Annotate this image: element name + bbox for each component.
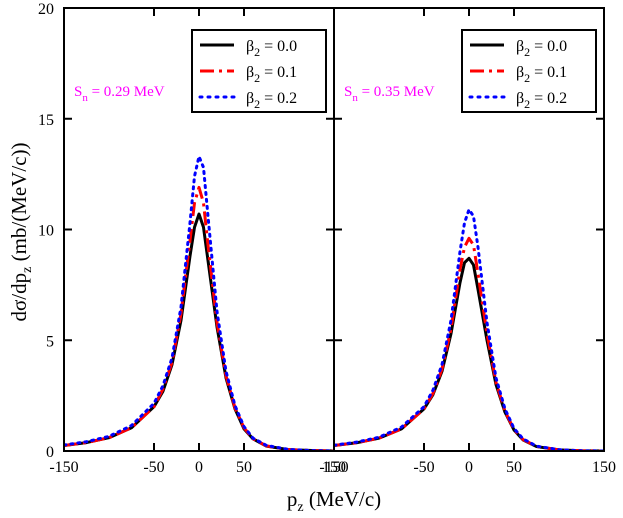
legend: β2 = 0.0 β2 = 0.1 β2 = 0.2 [191, 29, 327, 113]
series-line-2-3 [334, 208, 604, 451]
x-tick-label: 150 [592, 459, 616, 476]
panels: β2 = 0.0β2 = 0.1β2 = 0.2Sn = 0.29 MeVβ2 … [63, 7, 605, 452]
y-axis-title: dσ/dpz (mb/(MeV/c)) [7, 142, 35, 321]
y-tick-label: 10 [38, 223, 54, 240]
y-tick-label: 15 [38, 112, 54, 129]
legend: β2 = 0.0 β2 = 0.1 β2 = 0.2 [461, 29, 597, 113]
x-tick-label: 0 [195, 459, 203, 476]
x-tick-label: 0 [465, 459, 473, 476]
panel-2: β2 = 0.0 β2 = 0.1 β2 = 0.2 Sn = 0.35 MeV [333, 7, 605, 452]
x-tick-label: -50 [143, 459, 164, 476]
series-line-2-2 [334, 236, 604, 451]
x-tick-label: 150 [322, 459, 346, 476]
separation-energy-label: Sn = 0.29 MeV [74, 84, 165, 104]
y-tick-label: 0 [46, 444, 54, 461]
x-tick-label: 50 [236, 459, 252, 476]
series-line-2-1 [334, 256, 604, 451]
series-line-1-1 [64, 212, 334, 451]
x-tick-label: -150 [319, 459, 348, 476]
x-axis-title: pz (MeV/c) [287, 487, 381, 515]
legend-label: β2 = 0.1 [246, 64, 297, 85]
legend-label: β2 = 0.2 [246, 90, 297, 111]
separation-energy-label: Sn = 0.35 MeV [344, 84, 435, 104]
x-tick-label: -150 [49, 459, 78, 476]
legend-label: β2 = 0.1 [516, 64, 567, 85]
x-tick-label: 50 [506, 459, 522, 476]
legend-label: β2 = 0.0 [246, 38, 297, 59]
legend-label: β2 = 0.2 [516, 90, 567, 111]
series-line-1-3 [64, 154, 334, 451]
legend-label: β2 = 0.0 [516, 38, 567, 59]
panel-1: β2 = 0.0 β2 = 0.1 β2 = 0.2 Sn = 0.29 MeV [63, 7, 335, 452]
y-tick-label: 5 [46, 333, 54, 350]
x-tick-label: -50 [413, 459, 434, 476]
y-tick-label: 20 [38, 1, 54, 18]
series-line-1-2 [64, 185, 334, 451]
